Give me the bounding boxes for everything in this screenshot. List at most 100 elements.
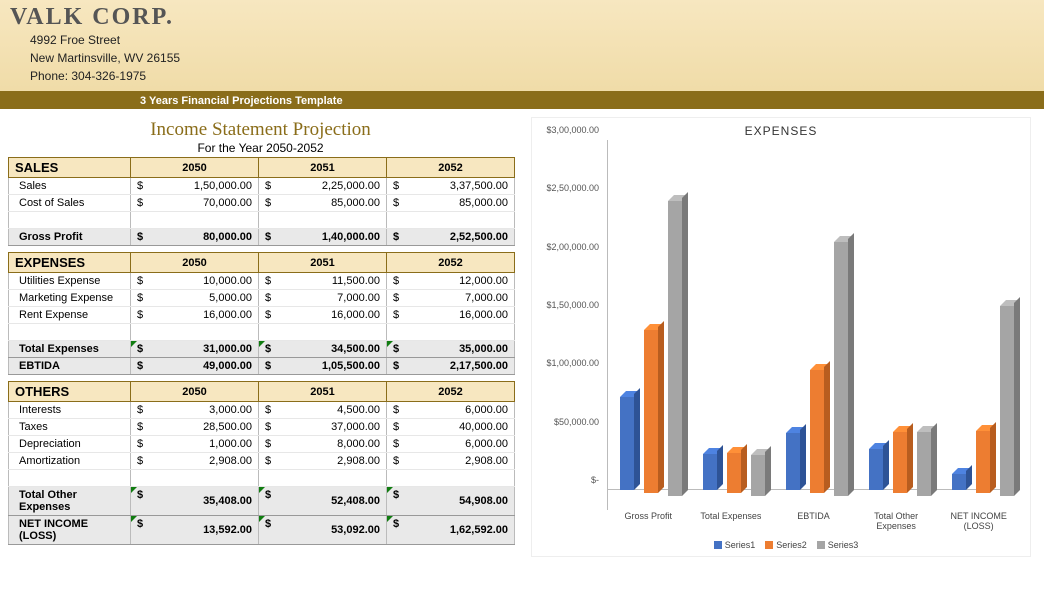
chart-plot-wrap: $-$50,000.00$1,00,000.00$1,50,000.00$2,0… <box>532 140 1030 510</box>
statement-subtitle: For the Year 2050-2052 <box>8 141 513 155</box>
amount-cell[interactable]: $52,408.00 <box>259 487 387 516</box>
x-axis-label: Gross Profit <box>607 512 690 532</box>
financial-table: SALES205020512052Sales$1,50,000.00$2,25,… <box>8 157 515 545</box>
amount-cell[interactable]: $5,000.00 <box>131 290 259 307</box>
header: VALK CORP. 4992 Froe Street New Martinsv… <box>0 0 1044 93</box>
x-axis-label: EBTIDA <box>772 512 855 532</box>
section-header: OTHERS <box>9 382 131 402</box>
legend-label: Series1 <box>725 540 756 550</box>
amount-cell[interactable]: $16,000.00 <box>259 307 387 324</box>
row-label: Total Other Expenses <box>9 487 131 516</box>
chart-title: EXPENSES <box>532 118 1030 140</box>
amount-cell[interactable]: $31,000.00 <box>131 341 259 358</box>
year-header: 2051 <box>259 253 387 273</box>
year-header: 2052 <box>387 158 515 178</box>
amount-cell[interactable]: $40,000.00 <box>387 419 515 436</box>
content: Income Statement Projection For the Year… <box>0 109 1044 557</box>
y-axis-tick: $1,50,000.00 <box>546 300 599 310</box>
amount-cell[interactable]: $11,500.00 <box>259 273 387 290</box>
amount-cell[interactable]: $1,40,000.00 <box>259 229 387 246</box>
chart-x-labels: Gross ProfitTotal ExpensesEBTIDATotal Ot… <box>532 512 1030 532</box>
amount-cell[interactable]: $1,000.00 <box>131 436 259 453</box>
legend-swatch <box>817 541 825 549</box>
company-name: VALK CORP. <box>10 4 1034 31</box>
amount-cell[interactable]: $1,05,500.00 <box>259 358 387 375</box>
year-header: 2052 <box>387 382 515 402</box>
row-label: Interests <box>9 402 131 419</box>
amount-cell[interactable]: $80,000.00 <box>131 229 259 246</box>
row-label: Sales <box>9 178 131 195</box>
amount-cell[interactable]: $35,408.00 <box>131 487 259 516</box>
year-header: 2050 <box>131 382 259 402</box>
x-axis-label: NET INCOME (LOSS) <box>937 512 1020 532</box>
x-axis-label: Total Expenses <box>690 512 773 532</box>
amount-cell[interactable]: $49,000.00 <box>131 358 259 375</box>
amount-cell[interactable]: $70,000.00 <box>131 195 259 212</box>
year-header: 2051 <box>259 382 387 402</box>
amount-cell[interactable]: $6,000.00 <box>387 436 515 453</box>
row-label: Marketing Expense <box>9 290 131 307</box>
row-label: Depreciation <box>9 436 131 453</box>
amount-cell[interactable]: $10,000.00 <box>131 273 259 290</box>
legend-label: Series3 <box>828 540 859 550</box>
amount-cell[interactable]: $2,52,500.00 <box>387 229 515 246</box>
amount-cell[interactable]: $2,908.00 <box>387 453 515 470</box>
amount-cell[interactable]: $37,000.00 <box>259 419 387 436</box>
expenses-chart: EXPENSES $- $50,000.00 $1,00,000.00 $1,50,0… <box>531 117 1031 557</box>
row-label: Gross Profit <box>9 229 131 246</box>
year-header: 2051 <box>259 158 387 178</box>
amount-cell[interactable]: $28,500.00 <box>131 419 259 436</box>
amount-cell[interactable]: $3,000.00 <box>131 402 259 419</box>
address-line-2: New Martinsville, WV 26155 <box>30 49 1034 67</box>
y-axis-tick: $3,00,000.00 <box>546 125 599 135</box>
chart-column: EXPENSES $- $50,000.00 $1,00,000.00 $1,50,0… <box>513 117 1036 557</box>
row-label: EBTIDA <box>9 358 131 375</box>
phone: Phone: 304-326-1975 <box>30 67 1034 85</box>
row-label: Amortization <box>9 453 131 470</box>
y-axis-tick: $- <box>591 475 599 485</box>
amount-cell[interactable]: $12,000.00 <box>387 273 515 290</box>
amount-cell[interactable]: $54,908.00 <box>387 487 515 516</box>
amount-cell[interactable]: $1,62,592.00 <box>387 516 515 545</box>
amount-cell[interactable]: $16,000.00 <box>131 307 259 324</box>
amount-cell[interactable]: $16,000.00 <box>387 307 515 324</box>
year-header: 2050 <box>131 158 259 178</box>
y-axis-tick: $50,000.00 <box>554 417 599 427</box>
year-header: 2052 <box>387 253 515 273</box>
section-header: EXPENSES <box>9 253 131 273</box>
amount-cell[interactable]: $4,500.00 <box>259 402 387 419</box>
legend-label: Series2 <box>776 540 807 550</box>
section-header: SALES <box>9 158 131 178</box>
amount-cell[interactable]: $6,000.00 <box>387 402 515 419</box>
amount-cell[interactable]: $3,37,500.00 <box>387 178 515 195</box>
row-label: NET INCOME (LOSS) <box>9 516 131 545</box>
amount-cell[interactable]: $2,17,500.00 <box>387 358 515 375</box>
address-line-1: 4992 Froe Street <box>30 31 1034 49</box>
amount-cell[interactable]: $85,000.00 <box>387 195 515 212</box>
y-axis-tick: $1,00,000.00 <box>546 358 599 368</box>
template-title-strip: 3 Years Financial Projections Template <box>0 93 1044 109</box>
legend-swatch <box>714 541 722 549</box>
amount-cell[interactable]: $85,000.00 <box>259 195 387 212</box>
amount-cell[interactable]: $34,500.00 <box>259 341 387 358</box>
row-label: Taxes <box>9 419 131 436</box>
chart-legend: Series1 Series2 Series3 <box>532 540 1030 550</box>
amount-cell[interactable]: $7,000.00 <box>387 290 515 307</box>
amount-cell[interactable]: $2,25,000.00 <box>259 178 387 195</box>
y-axis-tick: $2,50,000.00 <box>546 183 599 193</box>
amount-cell[interactable]: $35,000.00 <box>387 341 515 358</box>
amount-cell[interactable]: $53,092.00 <box>259 516 387 545</box>
amount-cell[interactable]: $2,908.00 <box>259 453 387 470</box>
legend-swatch <box>765 541 773 549</box>
amount-cell[interactable]: $1,50,000.00 <box>131 178 259 195</box>
x-axis-label: Total Other Expenses <box>855 512 938 532</box>
amount-cell[interactable]: $13,592.00 <box>131 516 259 545</box>
amount-cell[interactable]: $8,000.00 <box>259 436 387 453</box>
amount-cell[interactable]: $7,000.00 <box>259 290 387 307</box>
year-header: 2050 <box>131 253 259 273</box>
row-label: Utilities Expense <box>9 273 131 290</box>
amount-cell[interactable]: $2,908.00 <box>131 453 259 470</box>
row-label: Cost of Sales <box>9 195 131 212</box>
chart-y-axis: $-$50,000.00$1,00,000.00$1,50,000.00$2,0… <box>532 140 607 510</box>
row-label: Total Expenses <box>9 341 131 358</box>
